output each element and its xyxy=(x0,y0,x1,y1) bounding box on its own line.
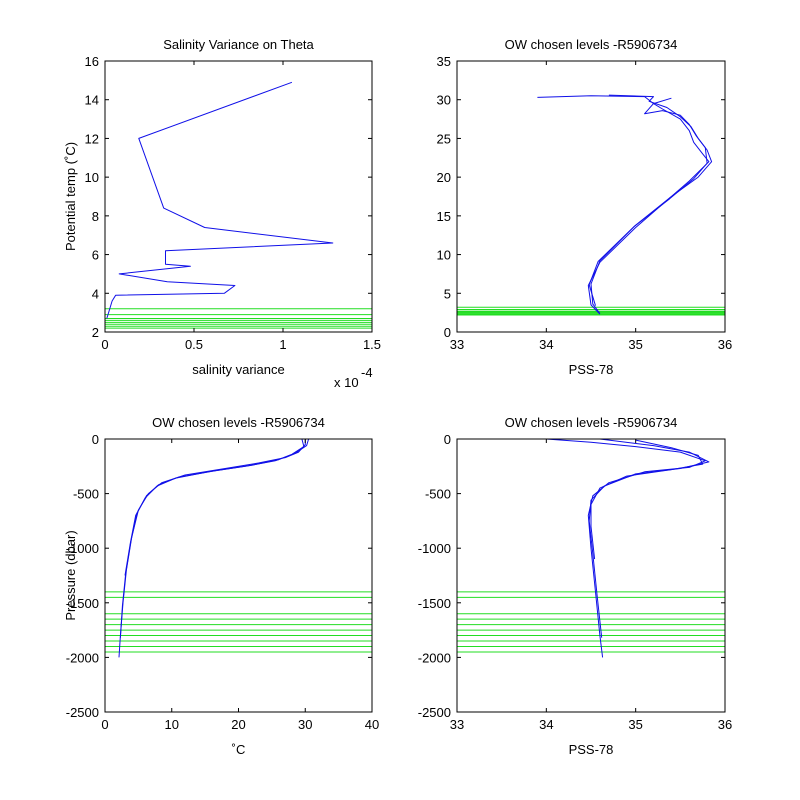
x-tick-label: 0 xyxy=(101,717,108,732)
y-axis-label: Pressure (dbar) xyxy=(63,530,78,620)
y-tick-label: -1000 xyxy=(418,541,451,556)
x-axis-multiplier: x 10 xyxy=(334,375,359,390)
x-tick-label: 35 xyxy=(628,337,642,352)
y-tick-label: 25 xyxy=(437,131,451,146)
chart-title: OW chosen levels -R5906734 xyxy=(505,415,678,430)
chart-panel-temperature-pressure: 0 10 20 30 40 -2500 -2000 -1500 -1000 -500 0 OW cho… xyxy=(63,415,379,757)
x-tick-label: 36 xyxy=(718,337,732,352)
y-tick-label: 8 xyxy=(92,209,99,224)
x-axis-label: PSS-78 xyxy=(569,742,614,757)
profile-line xyxy=(124,438,305,576)
chart-panel-salinity-variance: 0 0.5 1 1.5 2 4 6 8 10 12 14 16 Salinity Variance on… xyxy=(63,37,381,390)
x-tick-label: 1 xyxy=(279,337,286,352)
y-axis-label: Potential temp (˚C) xyxy=(63,142,78,251)
y-tick-label: 2 xyxy=(92,325,99,340)
x-axis-multiplier-exponent: -4 xyxy=(361,365,373,380)
y-tick-label: 4 xyxy=(92,286,99,301)
x-tick-label: 10 xyxy=(165,717,179,732)
chart-title: OW chosen levels -R5906734 xyxy=(505,37,678,52)
y-tick-label: -500 xyxy=(73,487,99,502)
x-tick-label: 30 xyxy=(298,717,312,732)
profile-line xyxy=(588,97,708,306)
y-tick-label: 14 xyxy=(85,93,99,108)
chart-title: OW chosen levels -R5906734 xyxy=(152,415,325,430)
plot-area xyxy=(456,438,726,713)
x-axis-label: PSS-78 xyxy=(569,362,614,377)
y-tick-label: 12 xyxy=(85,131,99,146)
y-tick-label: 0 xyxy=(92,432,99,447)
y-tick-label: 30 xyxy=(437,93,451,108)
chart-panel-salinity-pressure: 33 34 35 36 -2500 -2000 -1500 -1000 -500 0 OW chos… xyxy=(418,415,732,757)
y-tick-label: -500 xyxy=(425,487,451,502)
axes-frame xyxy=(104,60,373,333)
plot-area xyxy=(104,438,373,713)
x-tick-label: 33 xyxy=(450,337,464,352)
x-tick-label: 1.5 xyxy=(363,337,381,352)
x-tick-label: 0.5 xyxy=(185,337,203,352)
y-tick-label: 6 xyxy=(92,248,99,263)
chart-title: Salinity Variance on Theta xyxy=(163,37,314,52)
x-tick-label: 34 xyxy=(539,337,553,352)
y-tick-label: 5 xyxy=(444,286,451,301)
y-tick-label: 0 xyxy=(444,325,451,340)
axes-frame xyxy=(456,438,726,713)
x-tick-label: 40 xyxy=(365,717,379,732)
chart-panel-salinity-theta: 33 34 35 36 0 5 10 15 20 25 30 35 OW chosen levels -… xyxy=(437,37,733,377)
y-tick-label: -2000 xyxy=(66,650,99,665)
x-tick-label: 34 xyxy=(539,717,553,732)
y-tick-label: -2000 xyxy=(418,650,451,665)
y-tick-label: 35 xyxy=(437,54,451,69)
x-tick-label: 33 xyxy=(450,717,464,732)
profile-line xyxy=(590,94,713,314)
y-tick-label: -2500 xyxy=(418,705,451,720)
x-axis-label: ˚C xyxy=(232,742,246,757)
y-tick-label: 16 xyxy=(85,54,99,69)
y-tick-label: -1500 xyxy=(66,596,99,611)
x-tick-label: 20 xyxy=(231,717,245,732)
profile-line xyxy=(590,439,704,560)
x-tick-label: 35 xyxy=(628,717,642,732)
y-tick-label: -1500 xyxy=(418,596,451,611)
plot-area xyxy=(104,60,373,333)
y-tick-label: 10 xyxy=(437,248,451,263)
axes-frame xyxy=(456,60,726,333)
y-tick-label: -2500 xyxy=(66,705,99,720)
x-axis-label: salinity variance xyxy=(192,362,285,377)
y-tick-label: -1000 xyxy=(66,541,99,556)
x-tick-label: 36 xyxy=(718,717,732,732)
x-tick-label: 0 xyxy=(101,337,108,352)
y-tick-label: 15 xyxy=(437,209,451,224)
y-tick-label: 10 xyxy=(85,170,99,185)
y-tick-label: 0 xyxy=(444,432,451,447)
profile-line xyxy=(106,81,334,319)
y-tick-label: 20 xyxy=(437,170,451,185)
